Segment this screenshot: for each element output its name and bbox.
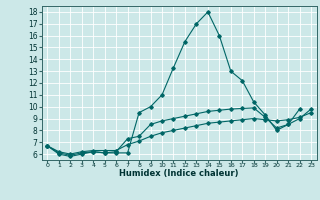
X-axis label: Humidex (Indice chaleur): Humidex (Indice chaleur) bbox=[119, 169, 239, 178]
